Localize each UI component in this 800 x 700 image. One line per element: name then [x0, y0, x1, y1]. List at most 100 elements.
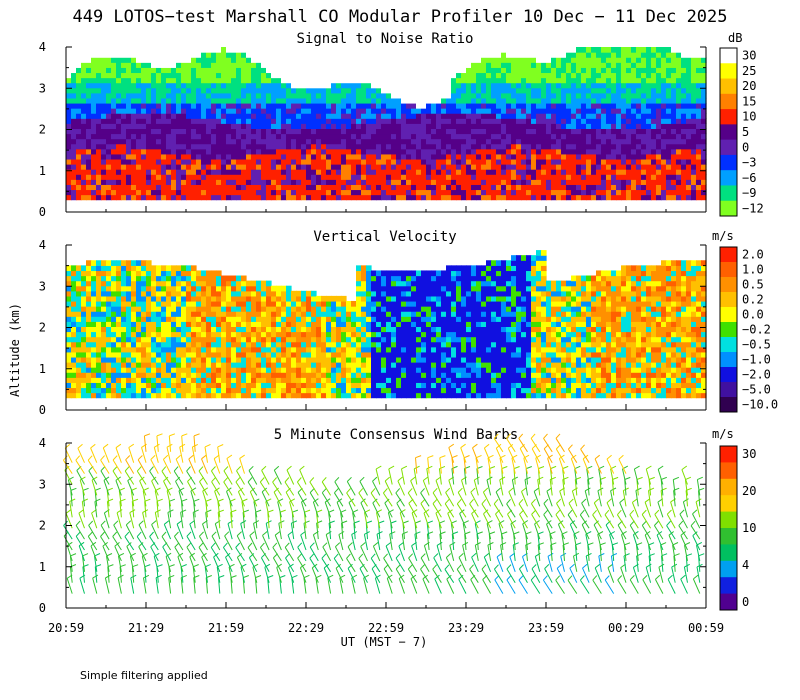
snr-cell	[171, 113, 177, 119]
snr-cell	[371, 194, 377, 201]
snr-cell	[251, 179, 257, 185]
snr-cell	[331, 113, 337, 119]
velocity-cell	[111, 300, 117, 307]
snr-cell	[236, 57, 242, 63]
snr-cell	[581, 82, 587, 89]
snr-cell	[356, 102, 362, 109]
snr-cell	[596, 174, 602, 180]
snr-cell	[481, 62, 487, 68]
snr-cell	[411, 82, 417, 89]
snr-cell	[121, 174, 127, 180]
velocity-cell	[166, 306, 172, 312]
snr-cell	[311, 138, 317, 145]
snr-cell	[231, 164, 237, 170]
snr-cell	[636, 102, 642, 109]
snr-cell	[196, 189, 202, 196]
snr-cell	[531, 92, 537, 99]
snr-cell	[141, 153, 147, 160]
velocity-cell	[251, 346, 257, 353]
velocity-cell	[66, 336, 72, 343]
velocity-cell	[166, 311, 172, 317]
snr-cell	[176, 138, 182, 145]
snr-cell	[226, 87, 232, 94]
snr-cell	[401, 67, 407, 74]
snr-cell	[456, 158, 462, 165]
snr-cell	[386, 153, 392, 160]
snr-cell	[661, 72, 667, 79]
velocity-cell	[126, 311, 132, 317]
snr-cell	[461, 52, 467, 58]
velocity-cell	[81, 275, 87, 282]
snr-cell	[681, 57, 687, 63]
snr-cell	[436, 97, 442, 104]
snr-cell	[626, 67, 632, 74]
snr-cell	[396, 148, 402, 155]
snr-cell	[671, 133, 677, 140]
snr-cell	[136, 113, 142, 119]
snr-cell	[581, 153, 587, 160]
velocity-cell	[76, 265, 82, 272]
snr-cell	[211, 87, 217, 94]
snr-cell	[276, 169, 282, 175]
snr-cell	[276, 118, 282, 124]
snr-cell	[366, 113, 372, 119]
velocity-cell	[271, 362, 277, 368]
velocity-cell	[146, 377, 152, 383]
velocity-cell	[206, 311, 212, 317]
snr-cell	[536, 67, 542, 74]
velocity-cell	[221, 392, 227, 399]
velocity-cell	[231, 336, 237, 343]
snr-cell	[531, 87, 537, 94]
snr-cell	[146, 133, 152, 140]
snr-cell	[301, 123, 307, 129]
snr-cell	[111, 158, 117, 165]
velocity-cell	[236, 367, 242, 373]
velocity-cell	[176, 392, 182, 399]
snr-cell	[256, 57, 262, 63]
snr-cell	[466, 174, 472, 180]
snr-cell	[341, 108, 347, 114]
snr-cell	[176, 97, 182, 104]
snr-cell	[111, 57, 117, 63]
snr-cell	[106, 143, 112, 150]
snr-cell	[381, 169, 387, 175]
snr-cell	[81, 153, 87, 160]
snr-cell	[521, 108, 527, 114]
snr-cell	[271, 47, 277, 53]
snr-cell	[641, 108, 647, 114]
snr-cell	[471, 184, 477, 191]
snr-cell	[481, 153, 487, 160]
snr-cell	[591, 82, 597, 89]
snr-cell	[141, 67, 147, 74]
snr-cell	[521, 138, 527, 145]
snr-cell	[556, 77, 562, 84]
snr-cell	[616, 158, 622, 165]
snr-cell	[466, 164, 472, 170]
snr-cell	[181, 153, 187, 160]
snr-cell	[581, 108, 587, 114]
snr-cell	[521, 143, 527, 150]
snr-cell	[651, 47, 657, 53]
velocity-cell	[221, 326, 227, 333]
snr-cell	[136, 57, 142, 63]
snr-cell	[491, 62, 497, 68]
snr-cell	[676, 143, 682, 150]
velocity-cell	[171, 295, 177, 302]
snr-cell	[226, 153, 232, 160]
snr-cell	[196, 153, 202, 160]
snr-cell	[91, 92, 97, 99]
snr-cell	[611, 72, 617, 79]
velocity-cell	[171, 331, 177, 338]
snr-cell	[411, 72, 417, 79]
velocity-cell	[246, 387, 252, 394]
velocity-cell	[146, 306, 152, 312]
velocity-cell	[231, 306, 237, 312]
snr-cell	[166, 52, 172, 58]
snr-cell	[491, 148, 497, 155]
snr-cell	[326, 133, 332, 140]
velocity-cell	[216, 356, 222, 363]
snr-cell	[201, 62, 207, 68]
snr-cell	[686, 108, 692, 114]
snr-cell	[631, 174, 637, 180]
snr-cell	[576, 128, 582, 135]
